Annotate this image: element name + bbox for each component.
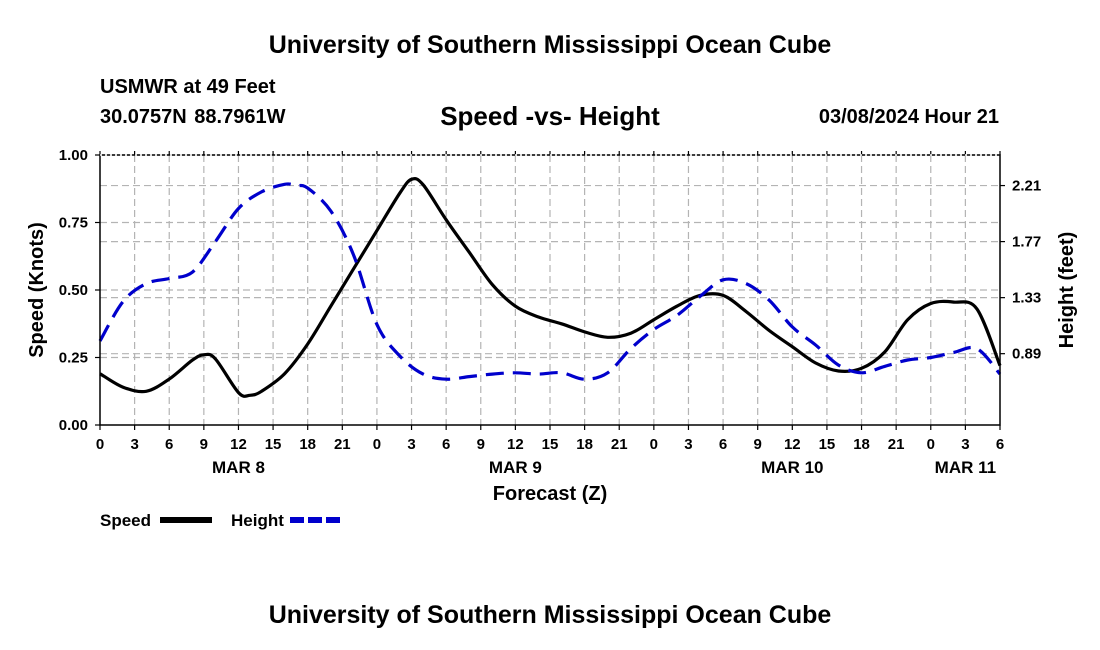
x-tick-label: 0 [373, 436, 381, 453]
day-label: MAR 9 [489, 458, 542, 477]
x-tick-label: 0 [96, 436, 104, 453]
grid-lines [100, 155, 1000, 425]
y2-tick-label: 1.33 [1012, 290, 1041, 307]
legend: Speed Height [100, 511, 342, 530]
x-tick-label: 18 [853, 436, 870, 453]
day-label: MAR 8 [212, 458, 265, 477]
x-tick-label: 3 [130, 436, 138, 453]
x-tick-label: 21 [611, 436, 628, 453]
x-tick-label: 3 [961, 436, 969, 453]
y-tick-label: 1.00 [59, 147, 88, 164]
x-tick-label: 6 [996, 436, 1004, 453]
y-axis-label: Speed (Knots) [26, 222, 48, 358]
speed-height-chart: 0 3 6 9 12 15 18 21 0 3 6 9 12 15 18 21 0 3 6 9 12 15 18 21 0 3 6 0… [0, 0, 1100, 650]
x-tick-label: 0 [650, 436, 658, 453]
y2-tick-label: 1.77 [1012, 234, 1041, 251]
footer-title: University of Southern Mississippi Ocean… [0, 601, 1100, 630]
x-axis-label: Forecast (Z) [493, 483, 607, 505]
x-tick-label: 3 [684, 436, 692, 453]
x-tick-label: 12 [230, 436, 247, 453]
x-tick-label: 15 [819, 436, 836, 453]
y2-tick-label: 2.21 [1012, 178, 1041, 195]
day-label: MAR 11 [935, 458, 996, 477]
x-tick-label: 12 [507, 436, 524, 453]
x-tick-label: 6 [719, 436, 727, 453]
axes: 0 3 6 9 12 15 18 21 0 3 6 9 12 15 18 21 0 3 6 9 12 15 18 21 0 3 6 0… [26, 147, 1078, 505]
y-tick-label: 0.75 [59, 215, 88, 232]
y2-tick-label: 0.89 [1012, 346, 1041, 363]
x-tick-label: 3 [407, 436, 415, 453]
x-tick-label: 9 [477, 436, 485, 453]
y-tick-label: 0.00 [59, 417, 88, 434]
x-tick-label: 18 [576, 436, 593, 453]
x-tick-label: 21 [888, 436, 905, 453]
y-tick-label: 0.50 [59, 282, 88, 299]
x-tick-label: 9 [200, 436, 208, 453]
x-tick-label: 18 [299, 436, 316, 453]
day-label: MAR 10 [761, 458, 823, 477]
y2-axis-label: Height (feet) [1056, 232, 1078, 349]
x-tick-label: 15 [265, 436, 282, 453]
x-tick-label: 21 [334, 436, 351, 453]
x-tick-label: 0 [927, 436, 935, 453]
legend-speed-label: Speed [100, 511, 151, 530]
x-tick-label: 6 [442, 436, 450, 453]
x-tick-label: 6 [165, 436, 173, 453]
x-tick-label: 9 [754, 436, 762, 453]
legend-height-label: Height [231, 511, 284, 530]
x-tick-label: 12 [784, 436, 801, 453]
x-tick-label: 15 [542, 436, 559, 453]
y-tick-label: 0.25 [59, 350, 88, 367]
